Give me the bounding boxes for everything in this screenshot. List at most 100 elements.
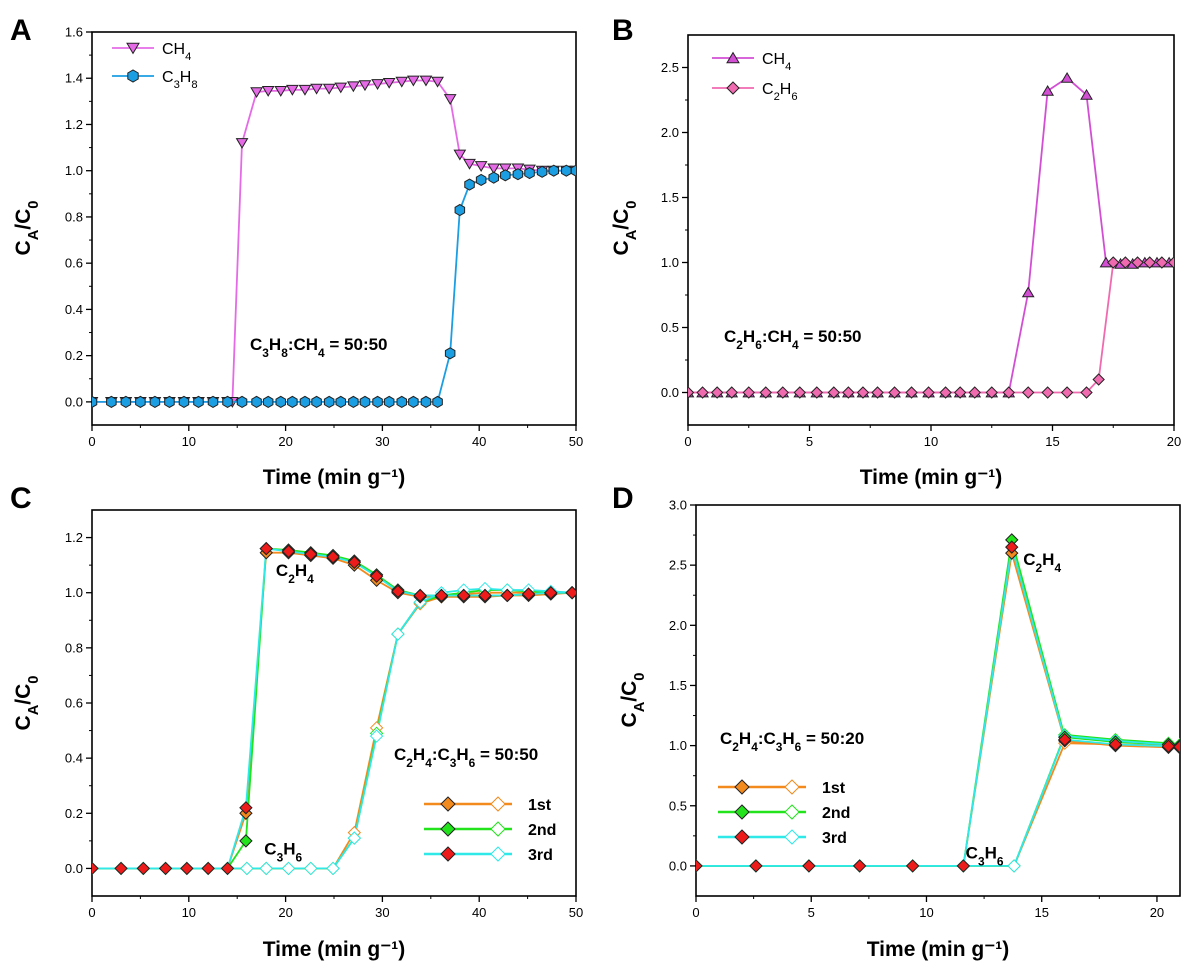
data-point-c2h4-3rd [1161, 739, 1176, 753]
x-tick-label: 0 [692, 905, 699, 920]
data-point-c2h6 [1131, 256, 1144, 269]
data-point-ch4 [1060, 71, 1074, 83]
data-point-c2h6 [871, 386, 884, 399]
data-point-c2h4-3rd [852, 859, 867, 873]
x-tick-label: 20 [278, 434, 292, 449]
data-point-c2h6 [856, 386, 870, 399]
x-tick-label: 20 [1150, 905, 1164, 920]
data-point-c3h8 [548, 164, 559, 177]
data-point-c3h6-3rd [259, 861, 273, 876]
data-point-c3h8 [348, 395, 359, 408]
data-point-ch4 [407, 75, 420, 87]
data-point-ch4 [334, 82, 348, 94]
data-point-c2h4-3rd [696, 859, 703, 873]
x-tick-label: 30 [375, 434, 389, 449]
data-point-c2h6 [725, 386, 738, 399]
data-point-c2h6 [968, 386, 981, 399]
data-point-c2h4-3rd [1005, 540, 1019, 554]
x-tick-label: 0 [88, 905, 95, 920]
data-point-ch4 [395, 76, 409, 88]
y-tick-label: 0.2 [65, 806, 83, 821]
cycle-line-c2h4-3rd [696, 546, 1180, 867]
y-tick-label: 3.0 [669, 498, 687, 513]
legend-label: CH4 [762, 51, 791, 73]
panel-letter: B [612, 14, 634, 47]
data-point-c2h4-3rd [114, 861, 128, 876]
y-tick-label: 1.2 [65, 530, 83, 545]
legend-marker-filled [734, 779, 750, 795]
y-tick-label: 1.0 [661, 255, 679, 270]
data-point-c3h8 [262, 395, 274, 408]
y-tick-label: 2.0 [661, 125, 679, 140]
data-point-ch4 [1041, 84, 1055, 96]
data-point-c2h4-3rd [1058, 732, 1072, 747]
curve-label: C3H6 [966, 844, 1004, 869]
x-tick-label: 15 [1034, 905, 1048, 920]
panel-letter: D [612, 482, 634, 515]
data-point-ch4 [298, 84, 312, 96]
y-tick-label: 2.0 [669, 618, 687, 633]
plot-area [696, 533, 1180, 873]
data-point-ch4 [463, 158, 476, 170]
plot-area [92, 541, 576, 876]
data-point-c2h4-3rd [749, 859, 763, 873]
panel-letter: C [10, 482, 32, 515]
x-tick-label: 5 [806, 434, 813, 449]
data-point-c3h6-3rd [369, 729, 384, 743]
data-point-c3h8 [464, 178, 475, 191]
plot-area [688, 71, 1174, 399]
data-point-c3h8 [500, 169, 511, 182]
data-point-ch4 [235, 138, 249, 149]
x-tick-label: 10 [182, 434, 196, 449]
data-point-c3h8 [454, 203, 466, 217]
y-tick-label: 0.0 [669, 858, 687, 873]
data-point-c2h4-3rd [802, 859, 816, 873]
data-point-c3h8 [408, 395, 419, 408]
legend-marker-open [490, 821, 506, 837]
data-point-c2h4-3rd [905, 859, 920, 873]
data-point-c2h6 [888, 386, 901, 399]
data-point-c2h4-3rd [180, 861, 194, 876]
x-axis-title: Time (min g⁻¹) [860, 466, 1003, 489]
ratio-annotation: C2H4:C3H6 = 50:50 [394, 745, 538, 770]
data-point-c3h8 [149, 395, 161, 408]
x-axis-title: Time (min g⁻¹) [263, 938, 406, 961]
data-point-ch4 [431, 76, 444, 88]
data-point-c2h4-3rd [478, 588, 492, 603]
y-tick-label: 0.0 [65, 861, 83, 876]
y-tick-label: 0.8 [65, 209, 83, 224]
legend-marker-open [784, 779, 800, 795]
y-axis-title: CA/C0 [12, 676, 42, 731]
legend-label: C2H6 [762, 81, 798, 103]
x-tick-label: 20 [1167, 434, 1181, 449]
y-tick-label: 1.5 [661, 190, 679, 205]
legend-marker-filled [440, 821, 456, 837]
x-axis-title: Time (min g⁻¹) [263, 466, 406, 489]
data-point-c2h6 [688, 386, 695, 399]
panel-b: 0 5 10 15 20 0.0 0.5 1.0 1.5 2.0 2.5 B Time (min g⁻¹… [610, 14, 1181, 489]
data-point-c2h4-3rd [500, 588, 514, 603]
cycle-line-c2h4-2nd [696, 539, 1180, 867]
y-tick-label: 0.2 [65, 348, 83, 363]
legend-marker-filled [734, 829, 750, 845]
data-point-c2h4-3rd [158, 861, 173, 876]
data-point-c3h8 [323, 395, 335, 408]
data-point-c3h8 [164, 395, 175, 408]
legend-marker-filled [734, 804, 750, 820]
series-line-c3h8 [92, 169, 576, 403]
curve-label: C2H4 [1023, 550, 1061, 575]
y-tick-label: 0.5 [661, 320, 679, 335]
x-tick-label: 20 [278, 905, 292, 920]
data-point-c2h4-3rd [304, 547, 318, 561]
y-tick-label: 0.6 [65, 696, 83, 711]
data-point-c3h8 [135, 395, 146, 408]
data-point-c3h8 [420, 395, 432, 408]
data-point-c3h8 [383, 395, 395, 408]
data-point-c3h8 [524, 166, 535, 180]
data-point-c2h6 [1167, 256, 1174, 269]
data-point-c2h4-3rd [281, 544, 296, 559]
legend-label: 3rd [528, 847, 553, 864]
data-point-c2h4-3rd [434, 588, 449, 603]
x-tick-label: 40 [472, 905, 486, 920]
